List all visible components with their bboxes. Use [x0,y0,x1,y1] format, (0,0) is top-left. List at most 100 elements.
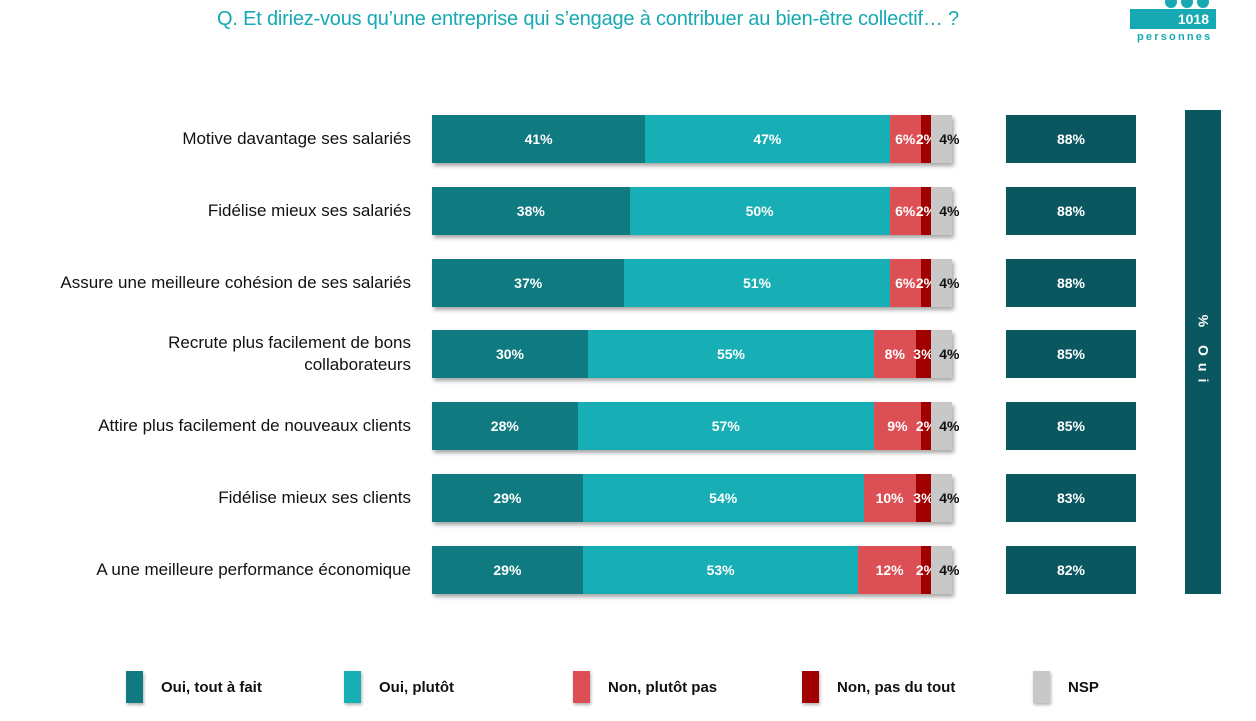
total-oui-box: 83% [1006,474,1136,522]
data-label: 50% [745,203,774,219]
seg-nsp [931,187,952,235]
seg-non-pas-du-tout: 2% [916,187,936,235]
legend-label: NSP [1068,678,1099,696]
seg-non-plutot-pas: 6% [889,259,921,307]
data-label: 29% [493,562,522,578]
data-label: 3% [913,490,934,506]
legend-swatch [126,671,143,703]
total-oui-value: 88% [1056,131,1086,147]
data-label: 6% [895,131,916,147]
seg-non-plutot-pas: 8% [874,330,916,378]
legend-swatch [1033,671,1050,703]
data-label: 55% [716,346,746,362]
total-oui-value: 83% [1056,490,1086,506]
data-label: 53% [706,562,735,578]
seg-oui-plutot: 54% [582,474,864,522]
data-label-nsp: 4% [939,346,960,362]
data-label: 6% [895,203,916,219]
data-label: 2% [915,275,937,291]
legend-item: Non, plutôt pas [573,670,717,704]
legend: Oui, tout à fait Oui, plutôt Non, plutôt p… [0,670,1256,706]
data-label: 10% [875,490,904,506]
total-oui-value: 88% [1056,203,1086,219]
people-icon [1165,0,1215,10]
seg-non-pas-du-tout: 2% [916,259,936,307]
total-oui-box: 88% [1006,187,1136,235]
percent-oui-label: % Oui [1195,314,1212,390]
total-oui-value: 82% [1056,562,1086,578]
stacked-bar: 30% 55% 8% 3% 4% [432,330,959,378]
row-label-line: Assure une meilleure cohésion de ses sal… [60,273,411,292]
data-label: 30% [495,346,525,362]
row-label-line: A une meilleure performance économique [96,560,411,579]
legend-label: Oui, plutôt [379,678,454,696]
seg-oui-plutot: 55% [588,330,874,378]
legend-label: Oui, tout à fait [161,678,262,696]
data-label: 51% [742,275,771,291]
seg-non-pas-du-tout: 3% [913,330,934,378]
total-oui-value: 88% [1056,275,1086,291]
data-label-nsp: 4% [939,418,960,434]
data-label: 37% [514,275,543,291]
seg-nsp [931,330,952,378]
row-label-line: Attire plus facilement de nouveaux clien… [98,416,411,435]
seg-nsp [931,259,952,307]
total-oui-value: 85% [1056,418,1086,434]
stacked-bar: 28% 57% 9% 2% 4% [432,402,959,450]
sample-size-badge: 1018 personnes [1125,0,1216,46]
seg-non-plutot-pas: 10% [863,474,916,522]
legend-label: Non, pas du tout [837,678,956,696]
seg-oui-tout-a-fait: 38% [432,187,630,235]
seg-oui-plutot: 47% [645,115,890,163]
row-label: Fidélise mieux ses clients [0,487,411,509]
row-label: Assure une meilleure cohésion de ses sal… [0,272,411,294]
seg-oui-plutot: 51% [624,259,890,307]
stacked-bar: 38% 50% 6% 2% 4% [432,187,959,235]
total-oui-box: 82% [1006,546,1136,594]
seg-non-plutot-pas: 9% [874,402,921,450]
row-label: Attire plus facilement de nouveaux clien… [0,415,411,437]
seg-non-plutot-pas: 12% [858,546,921,594]
data-label-nsp: 4% [939,490,960,506]
row-label-line: Fidélise mieux ses salariés [207,201,411,220]
seg-nsp [931,546,952,594]
seg-nsp [931,474,952,522]
data-label: 3% [913,346,934,362]
seg-nsp [931,115,952,163]
stacked-bar: 41% 47% 6% 2% 4% [432,115,959,163]
sample-label: personnes [1137,31,1213,43]
seg-oui-tout-a-fait: 29% [432,546,583,594]
total-oui-box: 88% [1006,115,1136,163]
data-label: 28% [490,418,519,434]
seg-oui-plutot: 50% [629,187,890,235]
seg-non-pas-du-tout: 2% [916,546,936,594]
seg-oui-plutot: 53% [582,546,859,594]
chart-title: Q. Et diriez-vous qu’une entreprise qui … [217,8,959,30]
data-label: 9% [887,418,908,434]
data-label: 12% [875,562,904,578]
legend-swatch [573,671,590,703]
legend-item: NSP [1033,670,1099,704]
data-label-nsp: 4% [939,203,960,219]
data-label: 29% [493,490,522,506]
seg-oui-tout-a-fait: 37% [432,259,625,307]
legend-item: Oui, tout à fait [126,670,262,704]
seg-non-pas-du-tout: 3% [913,474,934,522]
legend-label: Non, plutôt pas [608,678,718,696]
legend-item: Non, pas du tout [802,670,955,704]
total-oui-box: 88% [1006,259,1136,307]
seg-oui-plutot: 57% [577,402,874,450]
seg-oui-tout-a-fait: 41% [432,115,646,163]
seg-non-plutot-pas: 6% [889,115,921,163]
seg-non-pas-du-tout: 2% [916,115,936,163]
data-label: 38% [516,203,545,219]
data-label: 2% [915,418,937,434]
data-label-nsp: 4% [939,275,960,291]
seg-non-pas-du-tout: 2% [916,402,936,450]
data-label: 47% [753,131,782,147]
percent-oui-band: % Oui [1185,110,1221,594]
seg-nsp [931,402,952,450]
data-label: 6% [895,275,916,291]
row-label: Motive davantage ses salariés [0,128,411,150]
stacked-bar: 29% 54% 10% 3% 4% [432,474,959,522]
